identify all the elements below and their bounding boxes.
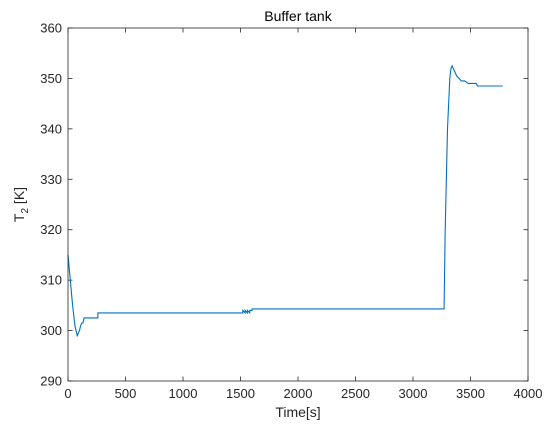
axes-box — [67, 27, 529, 382]
y-tick-label: 310 — [40, 273, 62, 288]
y-tick-label: 350 — [40, 71, 62, 86]
x-tick-label: 3000 — [399, 386, 428, 401]
plot-area — [68, 28, 528, 381]
y-tick-label: 320 — [40, 222, 62, 237]
y-tick-label: 330 — [40, 172, 62, 187]
x-tick-label: 1500 — [226, 386, 255, 401]
x-tick-label: 3500 — [456, 386, 485, 401]
x-tick-label: 2500 — [341, 386, 370, 401]
series-line — [67, 64, 503, 338]
y-tick-label: 360 — [40, 21, 62, 36]
y-axis-title-main: T — [11, 213, 27, 222]
y-tick-label: 290 — [40, 374, 62, 389]
x-tick-label: 4000 — [514, 386, 543, 401]
x-tick-label: 500 — [115, 386, 137, 401]
y-axis-title-unit: [K] — [11, 187, 27, 208]
x-axis-title: Time[s] — [275, 404, 320, 420]
x-axis-ticks: 0 500 1000 1500 2000 2500 3000 3500 4000 — [64, 28, 542, 401]
y-axis-ticks: 290 300 310 320 330 340 350 360 — [40, 21, 528, 389]
y-tick-label: 300 — [40, 323, 62, 338]
x-tick-label: 2000 — [284, 386, 313, 401]
x-tick-label: 0 — [64, 386, 71, 401]
y-tick-label: 340 — [40, 121, 62, 136]
y-axis-title: T2 [K] — [11, 187, 31, 222]
y-axis-title-subscript: 2 — [20, 208, 31, 214]
chart-title: Buffer tank — [264, 8, 332, 24]
x-tick-label: 1000 — [169, 386, 198, 401]
